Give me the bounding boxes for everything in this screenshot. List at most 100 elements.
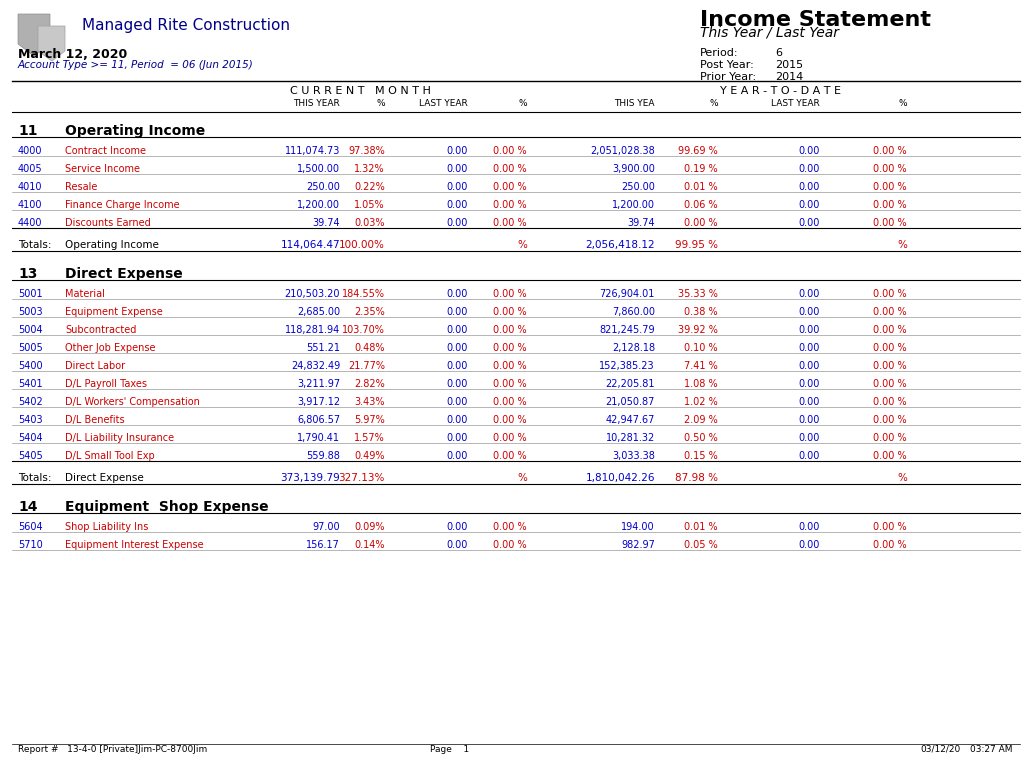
Text: C U R R E N T   M O N T H: C U R R E N T M O N T H — [289, 86, 431, 96]
Text: 0.00: 0.00 — [799, 343, 820, 353]
Text: 5405: 5405 — [18, 451, 42, 461]
Text: 5003: 5003 — [18, 307, 42, 317]
Text: 0.00 %: 0.00 % — [873, 307, 907, 317]
Text: 3.43%: 3.43% — [354, 397, 385, 407]
Text: 5604: 5604 — [18, 522, 42, 532]
Text: 2.09 %: 2.09 % — [684, 415, 718, 425]
Text: 0.06 %: 0.06 % — [685, 200, 718, 210]
Text: 1.57%: 1.57% — [354, 433, 385, 443]
Text: 6: 6 — [775, 48, 782, 58]
Text: %: % — [519, 99, 527, 108]
Text: 0.00 %: 0.00 % — [873, 164, 907, 174]
Text: Post Year:: Post Year: — [700, 60, 754, 70]
Text: Service Income: Service Income — [65, 164, 140, 174]
Text: 0.00: 0.00 — [446, 361, 468, 371]
Text: 0.00: 0.00 — [446, 415, 468, 425]
Text: 2,685.00: 2,685.00 — [296, 307, 340, 317]
Text: D/L Benefits: D/L Benefits — [65, 415, 125, 425]
Text: 0.48%: 0.48% — [354, 343, 385, 353]
Text: 0.00: 0.00 — [799, 361, 820, 371]
Text: 0.00: 0.00 — [446, 218, 468, 228]
Text: 0.00 %: 0.00 % — [494, 325, 527, 335]
Text: 1.32%: 1.32% — [354, 164, 385, 174]
Text: 0.00 %: 0.00 % — [494, 200, 527, 210]
Text: 2,128.18: 2,128.18 — [612, 343, 655, 353]
Text: 99.95 %: 99.95 % — [675, 240, 718, 250]
Text: 0.00 %: 0.00 % — [494, 540, 527, 550]
Text: Subcontracted: Subcontracted — [65, 325, 136, 335]
Text: LAST YEAR: LAST YEAR — [772, 99, 820, 108]
Text: 0.15 %: 0.15 % — [684, 451, 718, 461]
Text: 0.00: 0.00 — [799, 164, 820, 174]
Text: 821,245.79: 821,245.79 — [599, 325, 655, 335]
Text: 1.05%: 1.05% — [354, 200, 385, 210]
Text: 11: 11 — [18, 124, 37, 138]
Text: Managed Rite Construction: Managed Rite Construction — [82, 18, 290, 33]
Text: Operating Income: Operating Income — [65, 124, 206, 138]
Text: 0.00: 0.00 — [446, 540, 468, 550]
Text: 0.05 %: 0.05 % — [684, 540, 718, 550]
Text: 559.88: 559.88 — [306, 451, 340, 461]
Text: 0.00: 0.00 — [446, 325, 468, 335]
Text: 0.00: 0.00 — [799, 522, 820, 532]
Text: 114,064.47: 114,064.47 — [280, 240, 340, 250]
Text: 0.00: 0.00 — [799, 397, 820, 407]
Text: 194.00: 194.00 — [622, 522, 655, 532]
Text: 0.00 %: 0.00 % — [873, 200, 907, 210]
Text: 39.92 %: 39.92 % — [678, 325, 718, 335]
Text: 1,500.00: 1,500.00 — [298, 164, 340, 174]
Text: 210,503.20: 210,503.20 — [284, 289, 340, 299]
Text: 0.00: 0.00 — [446, 307, 468, 317]
Text: Material: Material — [65, 289, 105, 299]
Text: 22,205.81: 22,205.81 — [605, 379, 655, 389]
Text: 0.00: 0.00 — [446, 451, 468, 461]
Text: THIS YEAR: THIS YEAR — [293, 99, 340, 108]
Text: 5401: 5401 — [18, 379, 42, 389]
Text: %: % — [518, 240, 527, 250]
Text: Other Job Expense: Other Job Expense — [65, 343, 156, 353]
Text: 4010: 4010 — [18, 182, 42, 192]
Text: 0.00: 0.00 — [446, 146, 468, 156]
Text: 0.00 %: 0.00 % — [494, 343, 527, 353]
Text: 373,139.79: 373,139.79 — [280, 473, 340, 483]
Text: 03/12/20: 03/12/20 — [920, 745, 961, 754]
Text: 3,900.00: 3,900.00 — [613, 164, 655, 174]
Text: 5.97%: 5.97% — [354, 415, 385, 425]
Text: 5005: 5005 — [18, 343, 42, 353]
Text: 1.02 %: 1.02 % — [684, 397, 718, 407]
Text: Period:: Period: — [700, 48, 739, 58]
Text: 0.00 %: 0.00 % — [494, 379, 527, 389]
Polygon shape — [18, 14, 50, 56]
Text: 0.00: 0.00 — [446, 343, 468, 353]
Text: D/L Liability Insurance: D/L Liability Insurance — [65, 433, 175, 443]
Polygon shape — [38, 26, 65, 61]
Text: 0.00: 0.00 — [446, 289, 468, 299]
Text: Discounts Earned: Discounts Earned — [65, 218, 151, 228]
Text: 0.00 %: 0.00 % — [494, 415, 527, 425]
Text: 0.00 %: 0.00 % — [494, 307, 527, 317]
Text: 0.00 %: 0.00 % — [873, 146, 907, 156]
Text: D/L Payroll Taxes: D/L Payroll Taxes — [65, 379, 147, 389]
Text: 118,281.94: 118,281.94 — [285, 325, 340, 335]
Text: Equipment  Shop Expense: Equipment Shop Expense — [65, 500, 269, 514]
Text: 5001: 5001 — [18, 289, 42, 299]
Text: 0.01 %: 0.01 % — [685, 522, 718, 532]
Text: 14: 14 — [18, 500, 37, 514]
Text: 0.49%: 0.49% — [354, 451, 385, 461]
Text: Totals:: Totals: — [18, 473, 52, 483]
Text: 0.00: 0.00 — [799, 415, 820, 425]
Text: 97.00: 97.00 — [312, 522, 340, 532]
Text: 0.00: 0.00 — [799, 218, 820, 228]
Text: 0.14%: 0.14% — [354, 540, 385, 550]
Text: 0.00 %: 0.00 % — [873, 325, 907, 335]
Text: 0.00 %: 0.00 % — [873, 361, 907, 371]
Text: Totals:: Totals: — [18, 240, 52, 250]
Text: 0.00 %: 0.00 % — [873, 182, 907, 192]
Text: 5404: 5404 — [18, 433, 42, 443]
Text: 24,832.49: 24,832.49 — [290, 361, 340, 371]
Text: Direct Labor: Direct Labor — [65, 361, 125, 371]
Text: Income Statement: Income Statement — [700, 10, 931, 30]
Text: 0.10 %: 0.10 % — [685, 343, 718, 353]
Text: 3,917.12: 3,917.12 — [296, 397, 340, 407]
Text: 2014: 2014 — [775, 72, 804, 82]
